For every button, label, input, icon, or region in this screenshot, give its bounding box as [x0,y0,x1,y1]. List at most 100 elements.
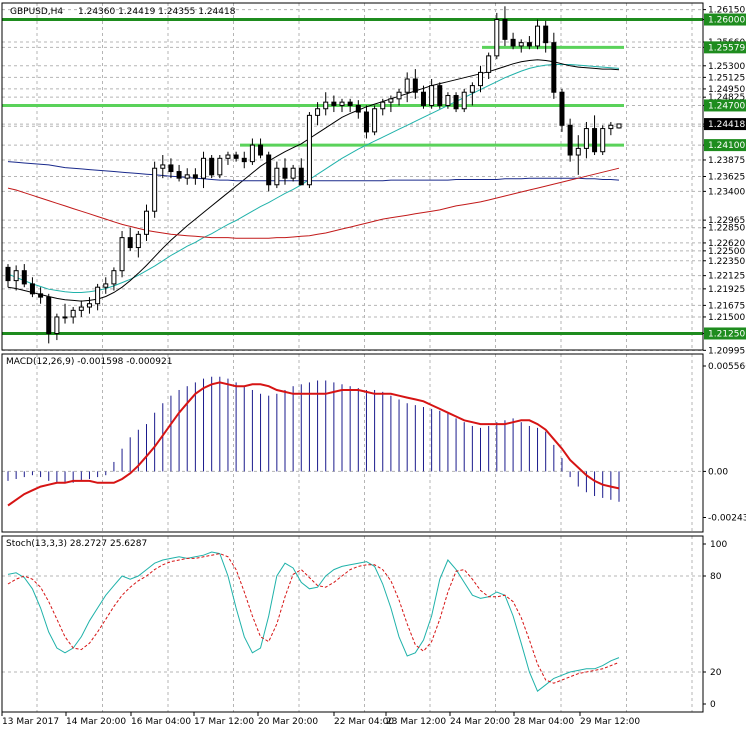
macd-title: MACD(12,26,9) -0.001598 -0.000921 [6,357,172,367]
candle-body-17 [143,210,149,235]
candle-body-9 [78,306,84,311]
candle-body-24 [201,157,207,179]
price-tick-label-12: 1.23875 [708,156,745,166]
candle-body-38 [315,108,321,116]
price-box-label-3: 1.24418 [708,120,745,130]
candle-body-50 [412,78,418,93]
price-box-0 [704,13,746,26]
candle-body-46 [380,101,386,110]
candle-body-7 [62,316,68,319]
panel-frame-1 [1,353,704,533]
price-tick-label-21: 1.21925 [708,285,745,295]
time-tick-label-3: 17 Mar 12:00 [194,717,254,727]
price-box-1 [704,41,746,54]
candle-body-37 [306,114,312,186]
candle-body-5 [46,296,52,334]
time-tick-label-0: 13 Mar 2017 [2,717,59,727]
price-level-boxes: 1.26000 1.25579 1.24700 1.24418 1.24100 1.212… [704,13,746,340]
macd-panel: 0.005566 0.00 -0.002434 MACD(12,26,9) -0.0… [2,354,746,532]
candle-body-10 [86,303,92,308]
candlesticks [5,6,622,344]
candle-body-42 [347,101,353,106]
candle-body-63 [518,42,524,47]
candle-body-8 [70,309,76,318]
candle-body-12 [103,283,109,288]
macd-signal-polyline [7,381,620,507]
moving-average-3 [7,167,620,239]
time-tick-label-1: 14 Mar 20:00 [66,717,126,727]
candle-body-51 [420,91,426,106]
candle-body-32 [266,154,272,186]
price-tick-label-6: 1.24950 [708,85,745,95]
time-tick-label-2: 16 Mar 04:00 [131,717,191,727]
candle-body-68 [559,91,565,126]
candle-body-47 [388,98,394,103]
moving-average-0 [7,64,620,293]
price-tick-label-5: 1.25125 [708,73,745,83]
candle-body-28 [233,154,239,159]
candle-body-26 [217,157,223,176]
candle-body-22 [184,174,190,179]
candle-body-20 [168,164,174,173]
price-tick-label-15: 1.22965 [708,216,745,226]
candle-body-65 [535,25,541,47]
candle-body-19 [160,164,166,169]
panel-frame-0 [1,2,704,351]
price-box-2 [704,99,746,112]
candle-body-60 [494,19,500,57]
stoch-line-1 [7,553,620,684]
time-tick-label-9: 29 Mar 12:00 [580,717,640,727]
price-tick-label-17: 1.22620 [708,239,745,249]
candle-body-39 [323,101,329,110]
candle-body-52 [429,85,435,106]
candle-body-61 [502,19,508,40]
stoch-tick-label-0: 100 [710,540,727,550]
candle-body-67 [551,42,557,93]
candle-body-27 [225,154,231,159]
candle-body-40 [331,101,337,106]
panel-frame-2 [1,535,704,713]
macd-tick-label-1: 0.00 [708,467,728,477]
candle-body-16 [135,233,141,249]
price-tick-label-13: 1.23625 [708,173,745,183]
candle-body-71 [583,128,589,149]
candle-body-33 [274,167,280,186]
candle-body-53 [437,85,443,106]
price-tick-label-14: 1.23400 [708,187,745,197]
candle-body-34 [282,167,288,179]
candle-body-23 [192,174,198,179]
candle-body-55 [453,95,459,110]
candle-body-73 [600,128,606,153]
candle-body-14 [119,237,125,272]
candle-body-25 [209,157,215,176]
stoch-tick-label-3: 0 [710,700,716,710]
candle-body-15 [127,237,133,249]
candle-body-49 [404,78,410,93]
price-box-4 [704,139,746,152]
candle-body-3 [29,283,35,295]
time-tick-label-6: 23 Mar 12:00 [386,717,446,727]
stoch-panel: 100 80 20 0 Stoch(13,3,3) 28.2727 25.6287 [2,536,727,712]
moving-averages [7,59,620,302]
price-tick-label-0: 1.26150 [708,6,745,16]
symbol-timeframe: GBPUSD,H4 [10,7,63,17]
candle-body-6 [54,316,60,334]
macd-histogram [7,376,620,502]
candle-body-35 [290,167,296,179]
price-box-label-5: 1.21250 [708,329,745,339]
time-axis: 13 Mar 2017 14 Mar 20:00 16 Mar 04:00 17 Ma… [1,712,640,727]
time-tick-label-7: 24 Mar 20:00 [450,717,510,727]
price-tick-label-18: 1.22500 [708,247,745,257]
stoch-tick-label-1: 80 [710,572,722,582]
candle-body-45 [372,108,378,133]
candle-body-69 [567,124,573,156]
candle-body-62 [510,38,516,47]
candle-body-74 [608,124,614,130]
time-tick-label-5: 22 Mar 04:00 [334,717,394,727]
candle-body-58 [478,71,484,87]
candle-body-48 [396,91,402,100]
candle-body-44 [363,111,369,133]
stoch-line-0 [7,551,620,692]
stoch-tick-label-2: 20 [710,668,722,678]
